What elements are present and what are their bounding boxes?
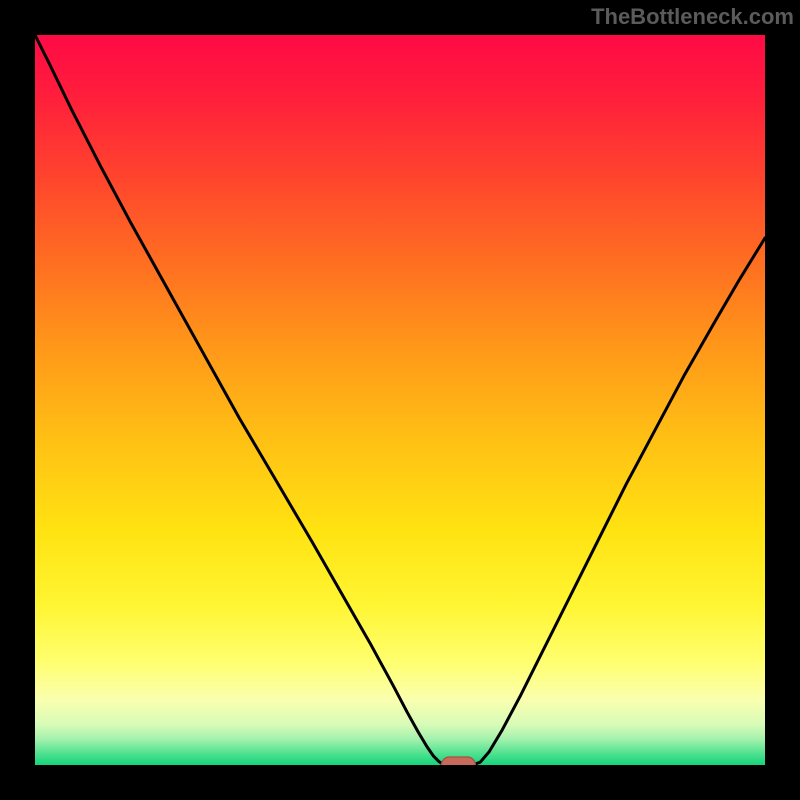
- frame-bottom: [0, 765, 800, 800]
- frame-left: [0, 0, 35, 800]
- gradient-background: [35, 35, 765, 765]
- frame-right: [765, 0, 800, 800]
- chart-svg: [0, 0, 800, 800]
- watermark-text: TheBottleneck.com: [591, 4, 794, 30]
- bottleneck-chart: TheBottleneck.com: [0, 0, 800, 800]
